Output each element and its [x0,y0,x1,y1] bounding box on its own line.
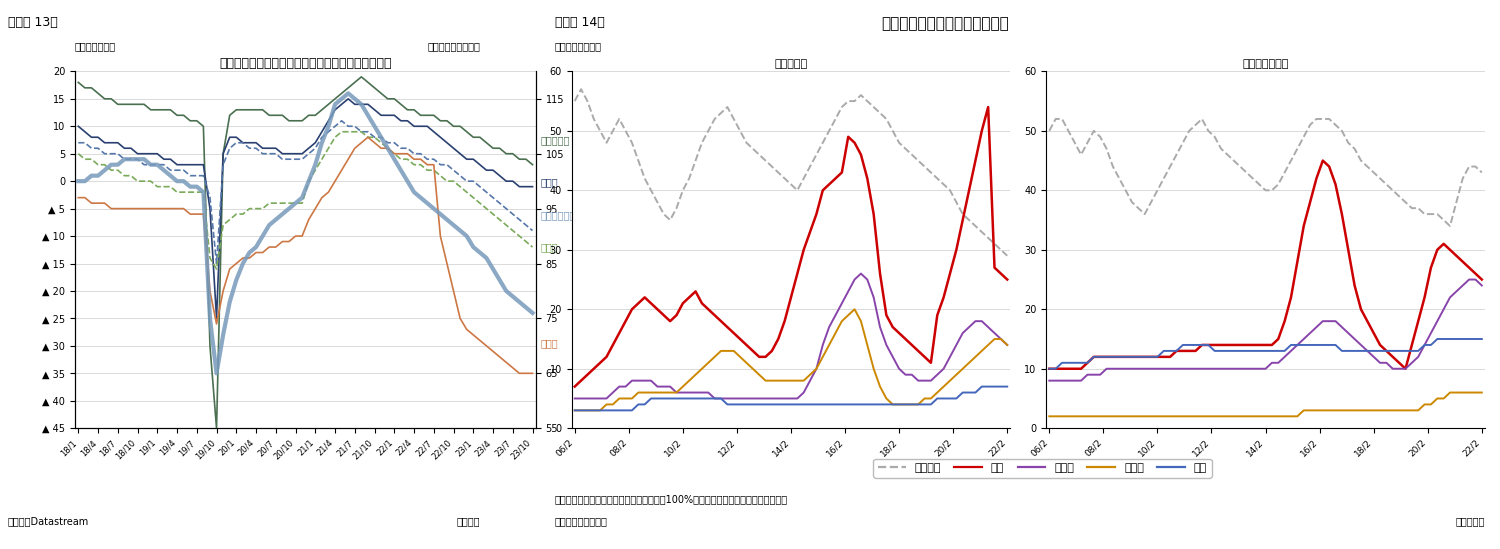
Title: ユーロ圏の景況感（欧州委員会サーベイ、ＥＳＩ）: ユーロ圏の景況感（欧州委員会サーベイ、ＥＳＩ） [219,57,392,70]
Text: （回答割合、％）: （回答割合、％） [555,41,602,51]
Text: （１００超＝改善）: （１００超＝改善） [427,41,480,51]
Text: 消費者: 消費者 [540,338,558,348]
Text: （資料）Datastream: （資料）Datastream [8,516,88,526]
Title: ＜製造業＞: ＜製造業＞ [774,59,807,69]
Text: （図表 13）: （図表 13） [8,16,57,30]
Text: 建設業: 建設業 [540,177,558,188]
Text: （四半期）: （四半期） [1455,516,1485,526]
Text: 小売業: 小売業 [540,242,558,252]
Text: 全体（右軸）: 全体（右軸） [540,210,576,220]
Text: （０超＝改善）: （０超＝改善） [75,41,116,51]
Text: （月次）: （月次） [456,516,480,526]
Text: （資料）欧州委員会: （資料）欧州委員会 [555,516,608,526]
Text: 鉱工業: 鉱工業 [600,242,618,252]
Text: サービス業: サービス業 [540,135,570,145]
Legend: 制約なし, 需要, 労働力, 設備等, 金融: 制約なし, 需要, 労働力, 設備等, 金融 [873,458,1212,478]
Text: （注）季節調整値（回答の合計は必ずしも100%にならず、マイナスの場合もある）: （注）季節調整値（回答の合計は必ずしも100%にならず、マイナスの場合もある） [555,494,788,505]
Text: 生産を抑制している要因は何か: 生産を抑制している要因は何か [880,16,1010,31]
Title: ＜サービス業＞: ＜サービス業＞ [1242,59,1288,69]
Text: （図表 14）: （図表 14） [555,16,604,30]
